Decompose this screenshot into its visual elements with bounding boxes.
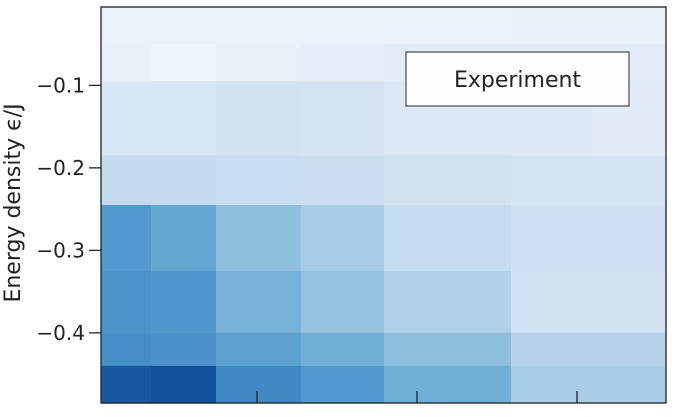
heatmap-cell bbox=[151, 205, 217, 272]
heatmap-cell bbox=[101, 44, 152, 82]
heatmap-cell bbox=[384, 155, 512, 206]
heatmap-cell bbox=[384, 7, 512, 45]
heatmap-cell bbox=[301, 155, 385, 206]
heatmap-cell bbox=[384, 332, 512, 367]
heatmap-cell bbox=[151, 44, 217, 82]
heatmap-cell bbox=[301, 365, 385, 404]
heatmap-cell bbox=[384, 205, 512, 272]
y-tick-label: −0.1 bbox=[36, 73, 85, 97]
heatmap-cell bbox=[216, 271, 302, 334]
heatmap-cell bbox=[216, 7, 302, 45]
heatmap-cell bbox=[216, 365, 302, 404]
y-tick-label: −0.2 bbox=[36, 156, 85, 180]
heatmap-cell bbox=[592, 271, 667, 334]
heatmap-cell bbox=[301, 44, 385, 82]
heatmap-cell bbox=[101, 332, 152, 367]
y-tick-label: −0.4 bbox=[36, 321, 85, 345]
heatmap-cell bbox=[216, 44, 302, 82]
legend-label: Experiment bbox=[454, 68, 581, 93]
heatmap-cell bbox=[511, 7, 593, 45]
heatmap-cell bbox=[301, 271, 385, 334]
heatmap-cell bbox=[384, 365, 512, 404]
legend: Experiment bbox=[405, 51, 630, 107]
heatmap-cell bbox=[511, 205, 593, 272]
heatmap-cell bbox=[511, 365, 593, 404]
heatmap-cell bbox=[151, 155, 217, 206]
heatmap-cell bbox=[101, 205, 152, 272]
heatmap-cell bbox=[511, 155, 593, 206]
heatmap-cell bbox=[301, 81, 385, 157]
heatmap-cell bbox=[592, 332, 667, 367]
heatmap-cell bbox=[101, 155, 152, 206]
plot-frame bbox=[100, 6, 667, 404]
y-tick-label: −0.3 bbox=[36, 238, 85, 262]
heatmap-cell bbox=[216, 155, 302, 206]
heatmap-cell bbox=[592, 155, 667, 206]
heatmap-cell bbox=[216, 332, 302, 367]
heatmap-cell bbox=[301, 332, 385, 367]
heatmap-cell bbox=[216, 81, 302, 157]
y-axis: −0.1 −0.2 −0.3 −0.4 bbox=[36, 73, 101, 345]
heatmap-cell bbox=[151, 332, 217, 367]
heatmap-cell bbox=[101, 7, 152, 45]
heatmap-cell bbox=[101, 365, 152, 404]
heatmap-cell bbox=[592, 7, 667, 45]
heatmap-cell bbox=[101, 81, 152, 157]
heatmap-cell bbox=[101, 271, 152, 334]
heatmap-cell bbox=[511, 271, 593, 334]
y-axis-label: Energy density ϵ/J bbox=[1, 103, 26, 302]
legend-box bbox=[405, 51, 630, 107]
heatmap-cell bbox=[151, 271, 217, 334]
heatmap-cell bbox=[151, 81, 217, 157]
heatmap-cell bbox=[592, 205, 667, 272]
heatmap-cell bbox=[301, 7, 385, 45]
heatmap-cell bbox=[151, 7, 217, 45]
heatmap-cell bbox=[592, 365, 667, 404]
heatmap-cell bbox=[216, 205, 302, 272]
heatmap-cell bbox=[511, 332, 593, 367]
heatmap-cells bbox=[101, 7, 667, 404]
heatmap-cell bbox=[384, 271, 512, 334]
x-axis bbox=[256, 391, 578, 403]
heatmap-cell bbox=[151, 365, 217, 404]
heatmap-cell bbox=[301, 205, 385, 272]
